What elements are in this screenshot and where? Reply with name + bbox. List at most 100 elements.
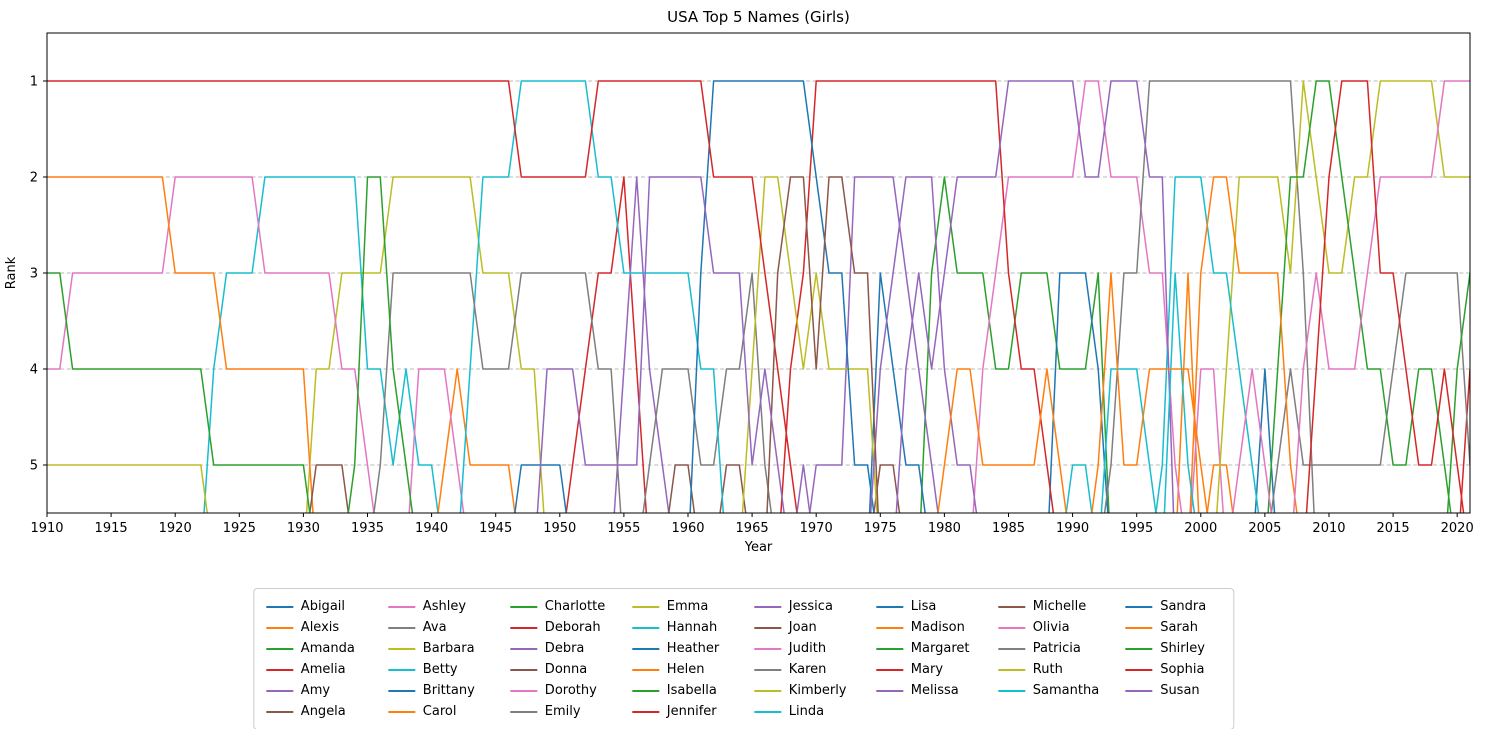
legend-label: Melissa bbox=[910, 683, 959, 698]
legend-line-swatch bbox=[875, 605, 903, 608]
x-tick-label: 1935 bbox=[351, 521, 384, 536]
legend-line-swatch bbox=[509, 668, 537, 671]
x-tick-label: 1945 bbox=[479, 521, 512, 536]
legend-label: Linda bbox=[788, 704, 825, 719]
legend-label: Kimberly bbox=[788, 683, 847, 698]
legend-label: Ava bbox=[422, 620, 447, 635]
legend-line-swatch bbox=[753, 626, 781, 629]
legend-column: Abigail Alexis Amanda Amelia Amy Angela bbox=[265, 596, 362, 722]
x-tick-label: 1930 bbox=[287, 521, 320, 536]
legend-label: Jessica bbox=[788, 599, 833, 614]
legend-line-swatch bbox=[509, 710, 537, 713]
legend-item: Ava bbox=[387, 617, 484, 638]
legend-label: Amelia bbox=[300, 662, 346, 677]
legend-line-swatch bbox=[631, 689, 659, 692]
legend-item: Michelle bbox=[997, 596, 1099, 617]
legend-line-swatch bbox=[387, 668, 415, 671]
legend-line-swatch bbox=[875, 647, 903, 650]
legend-label: Betty bbox=[422, 662, 458, 677]
legend-column: Emma Hannah Heather Helen Isabella Jennifer bbox=[631, 596, 728, 722]
legend-item: Sandra bbox=[1125, 596, 1221, 617]
legend-label: Judith bbox=[788, 641, 827, 656]
legend-line-swatch bbox=[875, 626, 903, 629]
series-line-hannah bbox=[1155, 176, 1260, 513]
legend-label: Ashley bbox=[422, 599, 467, 614]
legend-label: Amy bbox=[300, 683, 331, 698]
legend-line-swatch bbox=[753, 689, 781, 692]
legend-column: Lisa Madison Margaret Mary Melissa bbox=[875, 596, 972, 722]
x-tick-label: 2000 bbox=[1184, 521, 1217, 536]
legend-label: Deborah bbox=[544, 620, 601, 635]
legend-line-swatch bbox=[1125, 647, 1153, 650]
legend-label: Emily bbox=[544, 704, 581, 719]
legend-line-swatch bbox=[387, 647, 415, 650]
legend-line-swatch bbox=[265, 710, 293, 713]
series-lines bbox=[47, 80, 1470, 513]
legend-label: Emma bbox=[666, 599, 709, 614]
x-tick-label: 2010 bbox=[1312, 521, 1345, 536]
legend-line-swatch bbox=[265, 605, 293, 608]
legend-label: Debra bbox=[544, 641, 585, 656]
legend-label: Lisa bbox=[910, 599, 937, 614]
legend-line-swatch bbox=[631, 710, 659, 713]
legend-line-swatch bbox=[753, 710, 781, 713]
bump-chart: USA Top 5 Names (Girls) 1910 1915 1920 1925… bbox=[4, 8, 1474, 555]
x-tick-label: 2020 bbox=[1441, 521, 1474, 536]
legend-label: Madison bbox=[910, 620, 965, 635]
x-tick-label: 1950 bbox=[543, 521, 576, 536]
legend-line-swatch bbox=[753, 647, 781, 650]
legend-line-swatch bbox=[875, 668, 903, 671]
legend-line-swatch bbox=[509, 626, 537, 629]
y-tick-label: 4 bbox=[30, 363, 38, 378]
legend-label: Margaret bbox=[910, 641, 970, 656]
legend-item: Samantha bbox=[997, 680, 1100, 701]
x-tick-label: 1925 bbox=[223, 521, 256, 536]
legend-label: Patricia bbox=[1032, 641, 1081, 656]
legend-item: Dorothy bbox=[509, 680, 606, 701]
legend-item: Helen bbox=[631, 659, 728, 680]
legend-label: Ruth bbox=[1032, 662, 1063, 677]
legend-item: Carol bbox=[387, 701, 484, 722]
legend-label: Hannah bbox=[666, 620, 718, 635]
legend-item: Alexis bbox=[265, 617, 362, 638]
legend-line-swatch bbox=[875, 689, 903, 692]
legend-label: Donna bbox=[544, 662, 588, 677]
x-tick-label: 2015 bbox=[1377, 521, 1410, 536]
legend-item: Karen bbox=[753, 659, 850, 680]
series-line-susan bbox=[536, 176, 785, 513]
legend-item: Sophia bbox=[1125, 659, 1221, 680]
legend-label: Karen bbox=[788, 662, 827, 677]
legend-item: Susan bbox=[1125, 680, 1221, 701]
legend-line-swatch bbox=[631, 626, 659, 629]
legend-label: Samantha bbox=[1032, 683, 1100, 698]
legend-line-swatch bbox=[997, 626, 1025, 629]
legend-label: Sophia bbox=[1160, 662, 1205, 677]
legend-label: Jennifer bbox=[666, 704, 717, 719]
legend-label: Amanda bbox=[300, 641, 355, 656]
legend-line-swatch bbox=[753, 668, 781, 671]
legend-item: Betty bbox=[387, 659, 484, 680]
legend-item: Amelia bbox=[265, 659, 362, 680]
series-line-dorothy bbox=[47, 176, 375, 513]
legend-item: Linda bbox=[753, 701, 850, 722]
x-tick-label: 1995 bbox=[1120, 521, 1153, 536]
legend-line-swatch bbox=[1125, 668, 1153, 671]
legend-line-swatch bbox=[387, 689, 415, 692]
legend-label: Angela bbox=[300, 704, 346, 719]
legend-line-swatch bbox=[1125, 626, 1153, 629]
axes: 1910 1915 1920 1925 1930 1935 1940 1945 1950 1955… bbox=[30, 32, 1474, 536]
legend: Abigail Alexis Amanda Amelia Amy Angela Ashley… bbox=[252, 588, 1235, 729]
legend-item: Brittany bbox=[387, 680, 484, 701]
legend-item: Ashley bbox=[387, 596, 484, 617]
legend-item: Margaret bbox=[875, 638, 972, 659]
legend-label: Isabella bbox=[666, 683, 717, 698]
legend-label: Susan bbox=[1160, 683, 1200, 698]
legend-item: Amanda bbox=[265, 638, 362, 659]
legend-line-swatch bbox=[509, 605, 537, 608]
legend-line-swatch bbox=[509, 647, 537, 650]
y-axis-label: Rank bbox=[4, 256, 19, 289]
legend-column: Michelle Olivia Patricia Ruth Samantha bbox=[997, 596, 1100, 722]
legend-item: Olivia bbox=[997, 617, 1099, 638]
legend-label: Mary bbox=[910, 662, 944, 677]
